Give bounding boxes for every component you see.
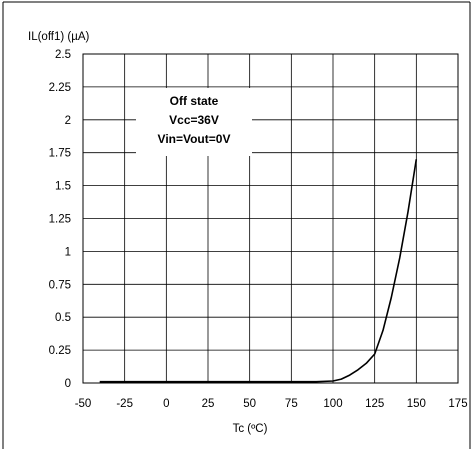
y-tick-label: 2.25 [49,82,71,94]
x-tick-label: 175 [448,398,467,410]
y-tick-labels: 0 0.25 0.5 0.75 1 1.25 1.5 1.75 2 2.25 2.5 [49,49,71,390]
plot-border [82,53,459,384]
x-tick-label: 25 [202,398,215,410]
y-tick-label: 2.5 [55,49,71,61]
x-tick-label: 150 [407,398,426,410]
x-tick-label: 50 [243,398,256,410]
series-line [99,159,418,383]
x-axis-label: Tc (ºC) [233,423,268,435]
y-tick-label: 0 [65,378,71,390]
x-tick-label: 100 [323,398,342,410]
plot-area-border [82,53,459,384]
figure-frame [2,1,471,449]
y-tick-label: 1.25 [49,214,71,226]
annotation-line: Vcc=36V [169,113,219,127]
x-tick-label: -50 [75,398,92,410]
y-tick-label: 1.75 [49,148,71,160]
y-tick-label: 1 [65,246,71,258]
y-tick-label: 0.5 [55,312,71,324]
y-tick-label: 0.75 [49,279,71,291]
annotation-box: Off state Vcc=36V Vin=Vout=0V [136,88,252,156]
x-tick-labels: -50 -25 0 25 50 75 100 125 150 175 [75,398,468,410]
y-axis-label: IL(off1) (µA) [28,31,90,43]
x-tick-label: 125 [365,398,384,410]
x-tick-label: 75 [285,398,298,410]
x-tick-label: -25 [116,398,133,410]
annotation-line: Off state [170,94,219,108]
y-tick-label: 2 [65,115,71,127]
y-tick-label: 0.25 [49,345,71,357]
annotation-background [136,88,252,156]
y-tick-label: 1.5 [55,181,71,193]
series-layer [99,159,418,383]
annotation-line: Vin=Vout=0V [158,132,231,146]
x-tick-label: 0 [163,398,169,410]
